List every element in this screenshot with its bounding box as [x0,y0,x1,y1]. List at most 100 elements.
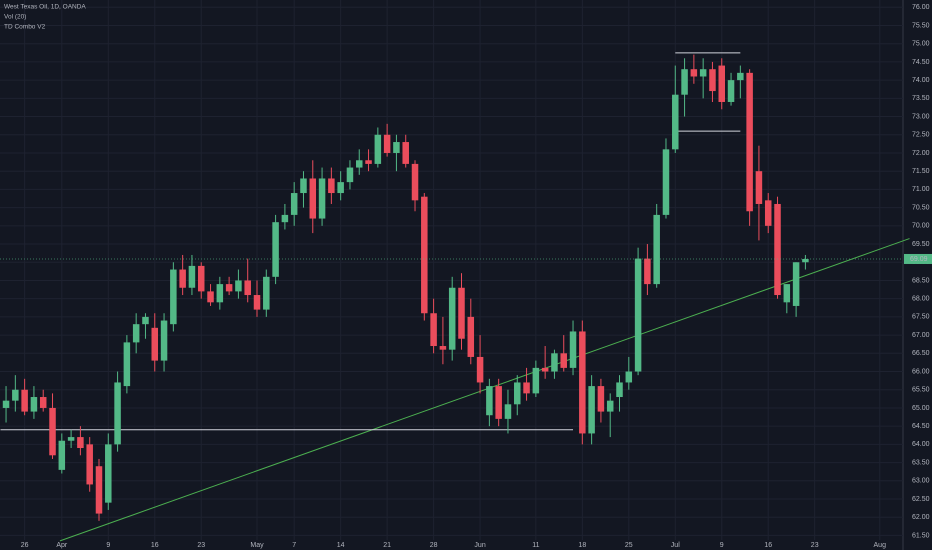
x-tick-label: 18 [578,542,586,549]
candle-body [579,331,586,434]
candle-body [634,258,642,372]
candle-body [281,214,289,223]
x-tick-label: 11 [532,542,539,549]
candle-body [402,142,409,164]
y-tick-label: 64.00 [912,441,930,448]
candle-body [105,444,112,503]
y-tick-label: 71.50 [912,168,930,175]
x-tick-label: 28 [430,542,438,549]
candle-body [179,269,186,288]
candle-body [58,440,66,470]
y-tick-label: 70.00 [912,223,930,230]
candle-body [365,160,372,164]
candle-body [290,193,298,215]
candle-body [681,69,688,95]
y-tick-label: 70.50 [912,204,930,211]
candle-body [374,134,382,164]
candle-body [225,284,233,292]
x-tick-label: 7 [292,542,296,549]
y-tick-label: 63.50 [912,459,930,466]
x-tick-label: 16 [151,542,159,549]
x-tick-label: 14 [337,542,345,549]
y-tick-label: 69.50 [912,241,930,248]
candle-body [783,284,791,303]
y-tick-label: 63.00 [912,478,930,485]
y-tick-label: 73.00 [912,113,930,120]
candle-body [393,142,400,153]
candle-body [690,69,698,77]
candle-body [625,371,633,383]
trendline [59,238,910,542]
x-tick-label: 25 [625,542,633,549]
x-tick-label: 16 [764,542,772,549]
x-tick-label: 9 [106,542,110,549]
candle-body [467,316,475,357]
candle-body [318,178,326,219]
candle-body [718,65,726,102]
candle-body [644,258,651,285]
candle-body [328,178,335,194]
candle-body [86,444,93,485]
x-tick-label: Apr [56,542,68,549]
y-tick-label: 73.50 [912,95,930,102]
candle-body [197,265,205,292]
y-tick-label: 74.00 [912,77,930,84]
candle-body [421,196,428,314]
candle-body [337,182,344,194]
y-tick-label: 61.50 [912,532,930,539]
candle-body [448,287,456,350]
y-tick-label: 65.00 [912,405,930,412]
y-tick-label: 74.50 [912,59,930,66]
candle-body [253,295,261,310]
candle-body [383,134,391,153]
y-tick-label: 65.50 [912,387,930,394]
y-tick-label: 66.50 [912,350,930,357]
last-price-label: 69.09 [910,256,928,263]
candle-body [263,276,270,310]
candle-body [523,382,530,394]
candle-body [597,386,605,412]
candle-body [802,258,809,263]
candle-body [514,382,521,405]
candle-body [430,313,437,347]
candle-body [551,353,558,372]
candle-body [188,265,196,288]
candle-body [588,386,595,434]
candle-body [662,149,670,215]
candle-body [495,386,502,419]
candle-body [439,346,447,350]
candle-body [774,203,781,296]
candle-body [746,72,753,212]
candle-body [216,284,224,303]
candle-body [244,280,251,296]
candle-body [160,320,168,361]
y-tick-label: 68.50 [912,277,930,284]
x-tick-label: 23 [197,542,205,549]
candle-body [560,353,567,368]
candle-body [737,72,744,81]
candle-body [532,367,540,394]
candle-body [486,386,493,416]
candle-body [272,222,279,277]
candle-body [541,367,549,372]
candle-body [39,397,47,408]
candle-body [77,437,84,449]
candle-body [142,316,149,325]
candle-body [569,331,577,368]
candle-body [309,178,317,219]
candle-body [504,404,512,419]
candle-body [653,214,660,285]
candle-body [30,397,38,412]
candle-body [709,69,716,92]
candle-body [151,327,159,361]
candle-body [170,269,177,325]
y-tick-label: 68.00 [912,296,930,303]
candle-body [114,382,121,445]
x-tick-label: Aug [874,542,887,549]
candle-body [207,291,214,303]
candle-body [123,342,131,387]
x-tick-label: 23 [811,542,819,549]
